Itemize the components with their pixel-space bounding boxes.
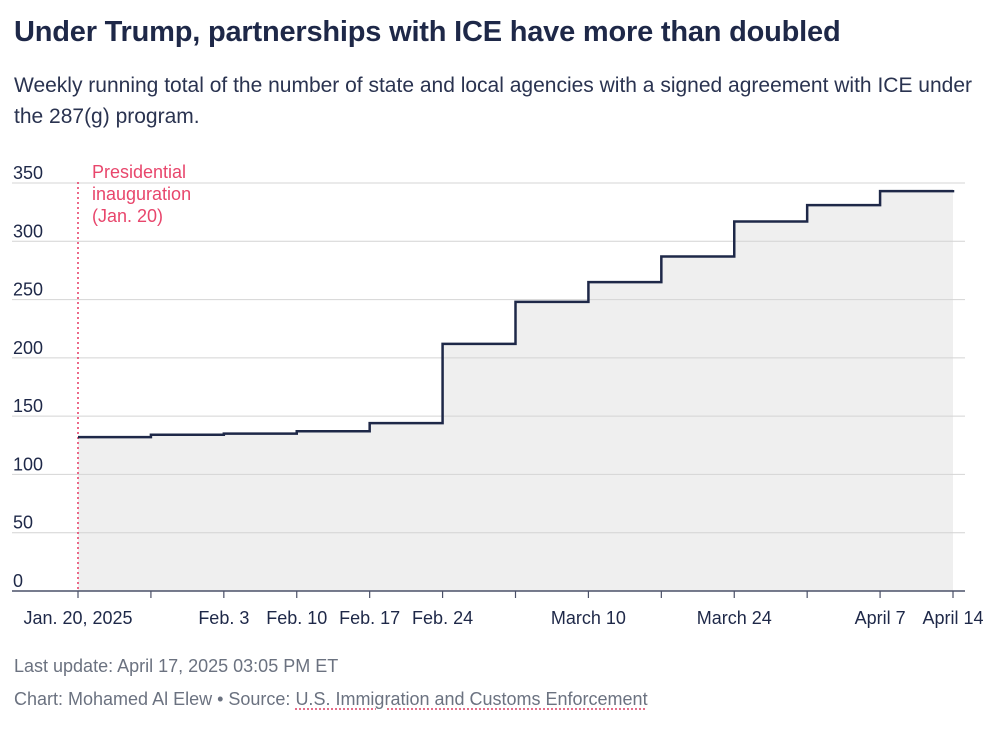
x-tick-label: Jan. 20, 2025: [23, 608, 132, 628]
x-tick-label: Feb. 3: [198, 608, 249, 628]
x-tick-label: Feb. 10: [266, 608, 327, 628]
x-tick-label: March 24: [697, 608, 772, 628]
x-tick-label: April 14: [922, 608, 983, 628]
step-area-chart: 0 50 100 150 200 250 300 350 Jan. 20, 2025 Feb. 3…: [12, 162, 984, 628]
series-step-line: [78, 189, 955, 439]
y-tick-label: 100: [13, 454, 43, 474]
source-link[interactable]: U.S. Immigration and Customs Enforcement: [295, 689, 648, 709]
annotation-label: inauguration: [92, 184, 191, 204]
y-tick-label: 250: [13, 280, 43, 300]
x-tick-label: Feb. 17: [339, 608, 400, 628]
y-tick-label: 200: [13, 338, 43, 358]
credit-text: Chart: Mohamed Al Elew • Source:: [14, 689, 296, 709]
y-tick-label: 300: [13, 221, 43, 241]
chart-title: Under Trump, partnerships with ICE have …: [14, 16, 841, 48]
annotation-label: Presidential: [92, 162, 186, 182]
y-tick-label: 50: [13, 513, 33, 533]
annotation-label: (Jan. 20): [92, 206, 163, 226]
x-tick-label: April 7: [855, 608, 906, 628]
x-tick-label: March 10: [551, 608, 626, 628]
chart-subtitle: Weekly running total of the number of st…: [14, 74, 973, 128]
y-tick-label: 150: [13, 396, 43, 416]
y-tick-label: 0: [13, 571, 23, 591]
y-tick-label: 350: [13, 163, 43, 183]
chart-credit: Chart: Mohamed Al Elew • Source: U.S. Im…: [14, 689, 648, 710]
x-tick-label: Feb. 24: [412, 608, 473, 628]
last-update: Last update: April 17, 2025 03:05 PM ET: [14, 656, 339, 676]
area-fill: [78, 189, 953, 591]
